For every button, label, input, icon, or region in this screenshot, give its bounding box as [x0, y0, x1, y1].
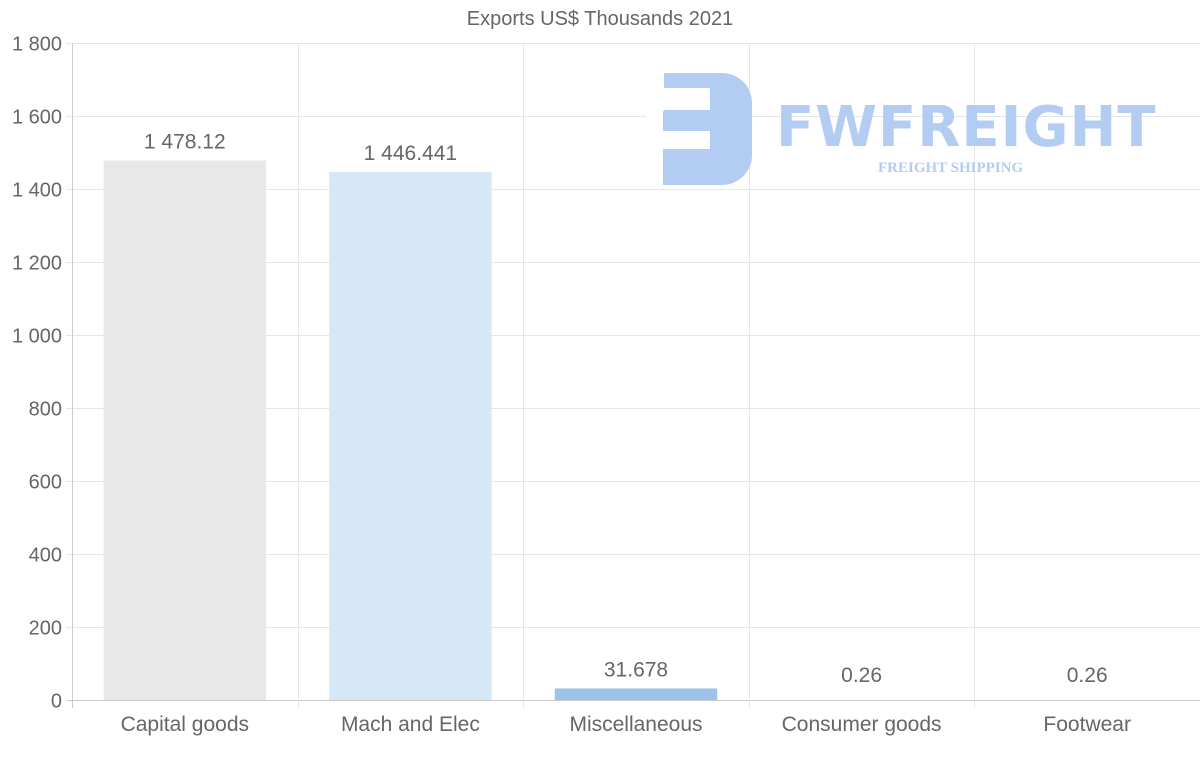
data-label: 31.678 — [604, 658, 668, 681]
y-tick-label: 200 — [29, 618, 62, 640]
fwfreight-watermark-logo: FWFREIGHT FREIGHT SHIPPING — [644, 73, 1157, 188]
y-tick-label: 600 — [29, 472, 62, 494]
y-tick-label: 400 — [29, 545, 62, 567]
logo-mark-icon — [644, 73, 752, 185]
y-tick-label: 1 600 — [12, 107, 62, 129]
data-label: 0.26 — [1067, 664, 1108, 687]
bar — [103, 160, 267, 700]
x-tick-label: Consumer goods — [782, 713, 942, 736]
x-tick-label: Mach and Elec — [341, 713, 480, 736]
y-tick-label: 1 200 — [12, 253, 62, 275]
data-label: 1 478.12 — [144, 130, 226, 153]
y-tick-label: 1 400 — [12, 180, 62, 202]
y-tick-label: 1 000 — [12, 326, 62, 348]
y-tick-label: 0 — [51, 691, 62, 713]
logo-brand-text: FWFREIGHT — [776, 95, 1157, 160]
logo-tagline: FREIGHT SHIPPING — [878, 160, 1024, 176]
chart-title: Exports US$ Thousands 2021 — [466, 8, 734, 30]
x-tick-label: Capital goods — [121, 713, 249, 736]
y-tick-label: 1 800 — [12, 34, 62, 56]
bar — [554, 688, 718, 700]
x-tick-label: Miscellaneous — [569, 713, 702, 736]
data-label: 1 446.441 — [364, 142, 457, 165]
bar — [329, 172, 492, 700]
x-tick-label: Footwear — [1043, 713, 1131, 736]
y-tick-label: 800 — [29, 399, 62, 421]
data-label: 0.26 — [841, 664, 882, 687]
